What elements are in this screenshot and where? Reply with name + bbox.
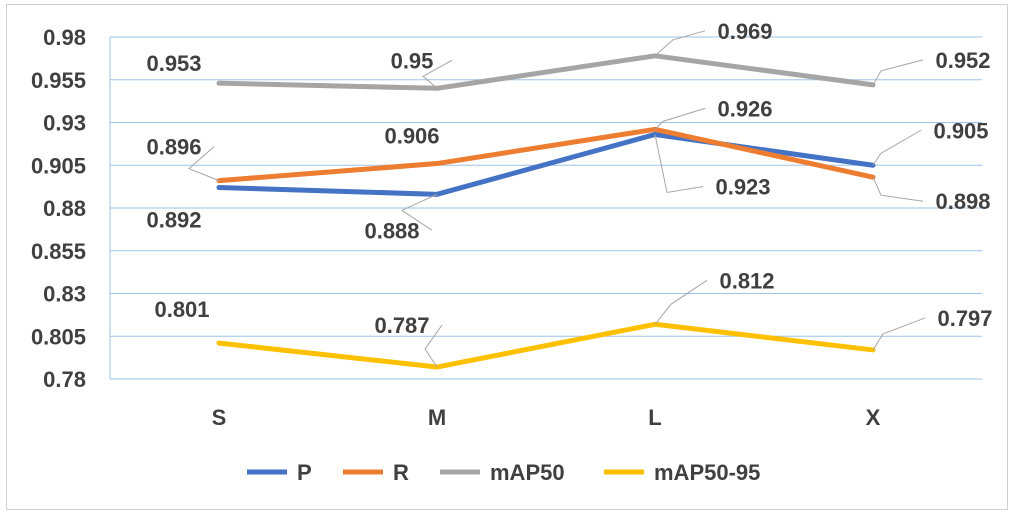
y-tick-label: 0.905 [31, 153, 86, 178]
y-tick-label: 0.955 [31, 68, 86, 93]
legend-label-r: R [393, 460, 409, 485]
y-tick-label: 0.855 [31, 239, 86, 264]
data-label-p: 0.892 [146, 207, 201, 232]
chart-frame [6, 4, 1008, 510]
data-label-map50: 0.952 [935, 48, 990, 73]
x-tick-label: S [212, 405, 227, 430]
y-tick-label: 0.98 [43, 25, 86, 50]
x-tick-label: L [648, 405, 661, 430]
y-tick-label: 0.78 [43, 367, 86, 392]
series-line-map50 [216, 53, 876, 91]
legend-label-map50-95: mAP50-95 [654, 460, 760, 485]
legend-label-map50: mAP50 [490, 460, 565, 485]
data-label-map50: 0.953 [146, 51, 201, 76]
data-label-map50-95: 0.801 [154, 297, 209, 322]
data-label-r: 0.926 [717, 96, 772, 121]
data-label-leader [654, 134, 704, 194]
data-label-p: 0.905 [933, 118, 988, 143]
series-lines [216, 53, 876, 370]
series-line-r [216, 126, 876, 184]
data-label-leader [400, 193, 438, 231]
data-label-p: 0.923 [715, 174, 770, 199]
series-line-p [216, 131, 876, 197]
x-tick-label: M [428, 405, 446, 430]
data-label-leader [654, 30, 706, 57]
x-tick-label: X [866, 405, 881, 430]
data-labels: 0.892 0.888 0.923 0.905 0.896 0.906 0.926 0.898… [146, 19, 993, 368]
data-label-leader [872, 129, 922, 166]
data-label-map50: 0.969 [717, 19, 772, 44]
data-label-map50-95: 0.797 [937, 306, 992, 331]
data-label-r: 0.906 [384, 124, 439, 149]
y-tick-label: 0.83 [43, 282, 86, 307]
y-axis-ticks: 0.98 0.955 0.93 0.905 0.88 0.855 0.83 0.805 0.78 [31, 25, 86, 392]
data-label-leader [654, 279, 708, 325]
data-label-leader [188, 146, 220, 182]
data-label-p: 0.888 [364, 218, 419, 243]
data-label-r: 0.898 [935, 189, 990, 214]
data-label-leader [872, 59, 924, 86]
data-label-leader [654, 107, 706, 130]
data-label-leader [872, 317, 926, 351]
series-line-map50-95 [216, 321, 876, 370]
y-tick-label: 0.93 [43, 111, 86, 136]
legend-label-p: P [297, 460, 312, 485]
data-label-map50-95: 0.787 [374, 313, 429, 338]
gridlines [109, 36, 982, 380]
data-label-leader [422, 59, 453, 89]
data-label-map50-95: 0.812 [719, 268, 774, 293]
y-tick-label: 0.88 [43, 196, 86, 221]
data-label-r: 0.896 [146, 135, 201, 160]
y-tick-label: 0.805 [31, 324, 86, 349]
data-label-leader [424, 324, 443, 368]
data-label-map50: 0.95 [391, 48, 434, 73]
data-label-leader [872, 177, 924, 202]
